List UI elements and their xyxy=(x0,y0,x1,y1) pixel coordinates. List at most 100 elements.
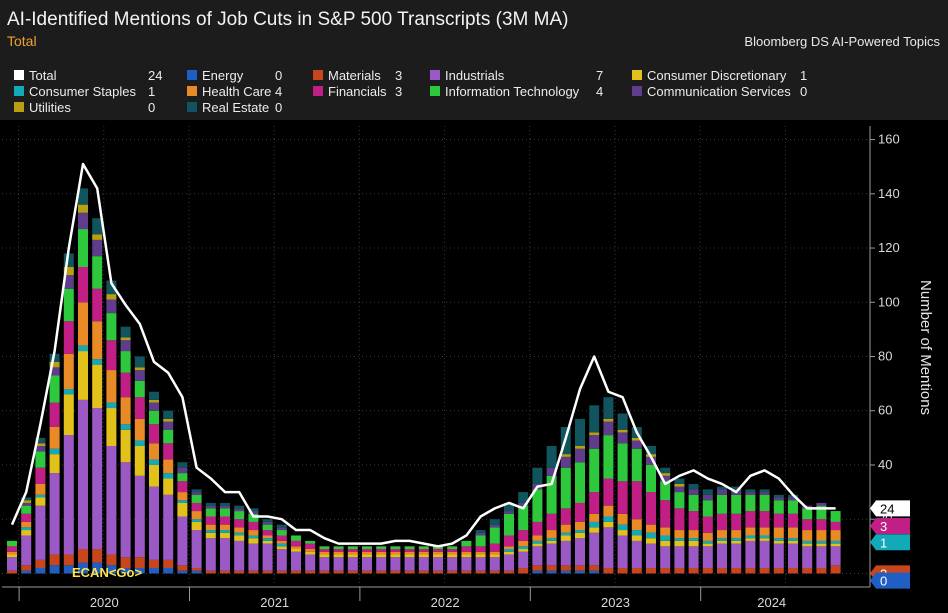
bar-segment xyxy=(433,546,443,550)
bar-segment xyxy=(560,508,571,525)
bar-segment xyxy=(262,570,273,574)
legend-label: Industrials xyxy=(445,68,505,83)
bar-segment xyxy=(149,391,159,400)
bar-segment xyxy=(7,557,17,571)
bar-segment xyxy=(504,549,514,552)
bar-segment xyxy=(575,448,585,463)
bar-segment xyxy=(262,521,273,525)
bar-segment xyxy=(291,549,301,552)
bar-segment xyxy=(163,568,174,574)
bar-segment xyxy=(149,559,159,569)
bar-segment xyxy=(418,546,429,550)
bar-segment xyxy=(603,478,614,506)
y-axis-title: Number of Mentions xyxy=(917,280,934,415)
bar-segment xyxy=(120,462,131,558)
bar-segment xyxy=(205,502,216,506)
bar-segment xyxy=(333,551,344,555)
bar-segment xyxy=(631,530,642,536)
bar-segment xyxy=(177,492,188,501)
bar-segment xyxy=(560,524,571,533)
bar-segment xyxy=(390,546,401,550)
bar-segment xyxy=(802,530,813,541)
bar-segment xyxy=(702,516,713,533)
bar-segment xyxy=(617,524,628,531)
bar-segment xyxy=(49,402,60,428)
bar-segment xyxy=(220,516,230,525)
bar-segment xyxy=(134,418,145,441)
bar-segment xyxy=(7,570,17,574)
bar-segment xyxy=(291,570,301,574)
bar-segment xyxy=(291,540,301,547)
bar-segment xyxy=(617,513,628,525)
bar-segment xyxy=(177,467,188,474)
bar-segment xyxy=(291,535,301,541)
bar-segment xyxy=(674,492,685,509)
bar-segment xyxy=(163,443,174,460)
bar-segment xyxy=(504,554,514,571)
bar-segment xyxy=(816,543,827,547)
bar-segment xyxy=(447,551,458,555)
bar-segment xyxy=(149,410,159,425)
bar-segment xyxy=(731,543,742,569)
ecan-command[interactable]: ECAN<Go> xyxy=(72,565,143,580)
bar-segment xyxy=(589,492,600,514)
bar-segment xyxy=(191,521,202,531)
bar-segment xyxy=(518,546,529,550)
bar-segment xyxy=(759,535,770,539)
bar-segment xyxy=(35,443,46,446)
bar-segment xyxy=(617,535,628,569)
bar-segment xyxy=(646,492,656,525)
bar-segment xyxy=(205,524,216,531)
bar-segment xyxy=(418,551,429,555)
bar-segment xyxy=(7,554,17,558)
bar-segment xyxy=(333,546,344,550)
legend-label: Consumer Discretionary xyxy=(647,68,787,83)
bar-segment xyxy=(319,557,330,571)
bar-segment xyxy=(546,565,557,571)
bar-segment xyxy=(134,370,145,381)
x-tick-label: 2021 xyxy=(260,595,289,610)
bar-segment xyxy=(134,380,145,398)
bar-segment xyxy=(78,229,88,268)
bar-segment xyxy=(305,543,316,550)
bar-segment xyxy=(134,356,145,368)
bar-segment xyxy=(475,530,486,533)
bar-segment xyxy=(21,530,32,536)
legend-label: Total xyxy=(29,68,57,83)
bar-segment xyxy=(120,424,131,430)
bar-segment xyxy=(163,459,174,474)
bar-segment xyxy=(205,532,216,539)
bar-segment xyxy=(163,494,174,560)
bar-segment xyxy=(220,530,230,533)
bar-segment xyxy=(191,570,202,574)
bar-segment xyxy=(546,570,557,574)
bar-segment xyxy=(21,513,32,522)
legend-label: Utilities xyxy=(29,100,71,115)
bar-segment xyxy=(631,440,642,449)
bar-segment xyxy=(106,445,117,555)
bar-segment xyxy=(376,546,387,550)
bar-segment xyxy=(106,408,117,446)
bar-segment xyxy=(376,570,387,574)
bar-segment xyxy=(390,570,401,574)
bar-segment xyxy=(546,467,557,476)
bar-segment xyxy=(575,530,585,533)
bar-segment xyxy=(702,494,713,501)
bar-segment xyxy=(106,340,117,371)
bar-segment xyxy=(603,516,614,522)
bar-segment xyxy=(788,527,798,539)
bar-segment xyxy=(21,565,32,571)
bar-segment xyxy=(447,549,458,552)
bar-segment xyxy=(49,353,60,362)
bar-segment xyxy=(191,568,202,571)
bar-segment xyxy=(404,551,415,555)
bar-segment xyxy=(717,538,727,541)
legend-swatch xyxy=(313,86,323,96)
legend-swatch xyxy=(187,86,197,96)
bar-segment xyxy=(717,486,727,490)
bar-segment xyxy=(603,397,614,419)
bar-segment xyxy=(276,530,287,536)
bar-segment xyxy=(177,473,188,482)
bar-segment xyxy=(475,546,486,552)
bar-segment xyxy=(191,511,202,520)
